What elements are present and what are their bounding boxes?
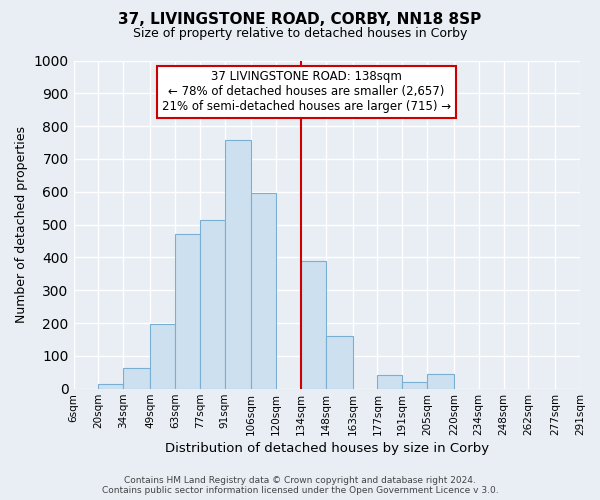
Bar [150,324,175,389]
Text: Size of property relative to detached houses in Corby: Size of property relative to detached ho… [133,28,467,40]
Bar [301,260,326,389]
Bar [427,374,454,389]
Bar [98,384,123,389]
Bar [224,140,251,389]
Y-axis label: Number of detached properties: Number of detached properties [15,126,28,323]
Bar [402,382,427,389]
Bar [251,193,276,389]
Text: 37, LIVINGSTONE ROAD, CORBY, NN18 8SP: 37, LIVINGSTONE ROAD, CORBY, NN18 8SP [118,12,482,28]
Bar [175,234,200,389]
Bar [326,336,353,389]
Bar [123,368,150,389]
Bar [200,220,224,389]
Text: Contains HM Land Registry data © Crown copyright and database right 2024.
Contai: Contains HM Land Registry data © Crown c… [101,476,499,495]
Bar [377,374,402,389]
Text: 37 LIVINGSTONE ROAD: 138sqm
← 78% of detached houses are smaller (2,657)
21% of : 37 LIVINGSTONE ROAD: 138sqm ← 78% of det… [162,70,451,114]
X-axis label: Distribution of detached houses by size in Corby: Distribution of detached houses by size … [165,442,489,455]
